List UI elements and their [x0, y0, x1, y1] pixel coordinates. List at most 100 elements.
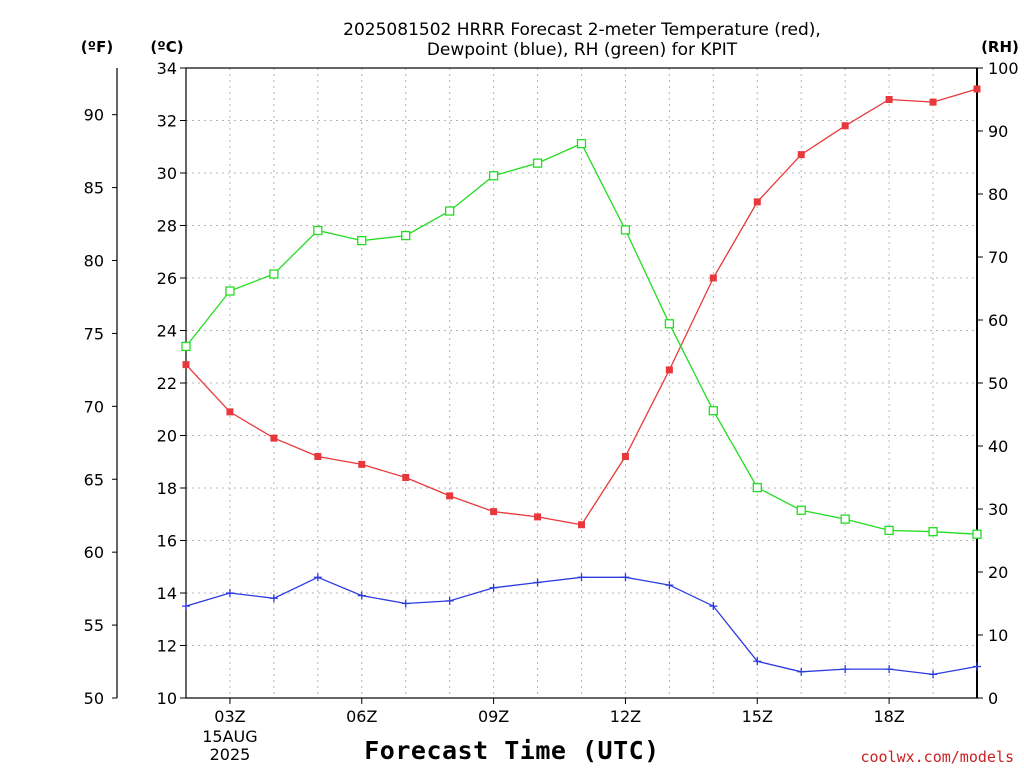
dewpoint-data-point	[577, 573, 586, 582]
celsius-tick-label: 10	[157, 689, 177, 708]
temperature-data-point	[182, 361, 190, 369]
celsius-tick-label: 14	[157, 584, 177, 603]
rh-tick-label: 30	[988, 500, 1008, 519]
fahrenheit-tick-label: 75	[84, 324, 104, 343]
rh-tick-label: 80	[988, 185, 1008, 204]
x-tick-label: 09Z	[478, 707, 509, 726]
x-tick-label: 03Z	[214, 707, 245, 726]
x-tick-label: 15Z	[742, 707, 773, 726]
fahrenheit-tick-label: 90	[84, 106, 104, 125]
temperature-data-point	[709, 274, 717, 282]
rh-tick-label: 50	[988, 374, 1008, 393]
rh-data-point	[269, 269, 279, 279]
rh-data-point	[972, 529, 982, 539]
fahrenheit-tick-label: 70	[84, 397, 104, 416]
celsius-tick-label: 28	[157, 217, 177, 236]
celsius-tick-label: 34	[157, 59, 177, 78]
celsius-tick-label: 30	[157, 164, 177, 183]
dewpoint-data-point	[225, 589, 234, 597]
rh-tick-label: 70	[988, 248, 1008, 267]
rh-data-point	[620, 225, 631, 235]
rh-tick-label: 100	[988, 59, 1019, 78]
rh-data-point	[840, 514, 850, 524]
dewpoint-data-point	[797, 667, 806, 676]
dewpoint-data-point	[489, 583, 498, 592]
credit-text: coolwx.com/models	[860, 748, 1014, 766]
x-tick-label: 12Z	[610, 707, 641, 726]
temperature-data-point	[929, 98, 937, 106]
rh-tick-label: 20	[988, 563, 1008, 582]
x-tick-year-label: 2025	[210, 745, 251, 764]
rh-data-point	[576, 138, 587, 149]
temperature-data-point	[446, 492, 454, 500]
celsius-tick-label: 26	[157, 269, 177, 288]
temperature-data-point	[270, 434, 278, 442]
dewpoint-data-point	[709, 602, 718, 611]
data-series	[181, 85, 982, 679]
celsius-unit-label: (ºC)	[150, 38, 183, 56]
x-axis-label: Forecast Time (UTC)	[364, 736, 659, 765]
grid-lines	[185, 67, 978, 699]
dewpoint-data-point	[753, 657, 762, 666]
rh-tick-label: 0	[988, 689, 998, 708]
fahrenheit-tick-label: 80	[84, 252, 104, 271]
temperature-data-point	[841, 122, 849, 130]
celsius-tick-label: 24	[157, 322, 177, 341]
temperature-data-point	[973, 85, 981, 93]
rh-data-point	[225, 286, 235, 296]
temperature-data-point	[578, 521, 585, 529]
chart-title-line2: Dewpoint (blue), RH (green) for KPIT	[427, 40, 738, 60]
rh-tick-label: 90	[988, 122, 1008, 141]
rh-data-point	[664, 319, 675, 329]
dewpoint-data-point	[533, 578, 542, 587]
celsius-tick-label: 32	[157, 112, 177, 131]
dewpoint-data-point	[445, 596, 454, 605]
celsius-tick-label: 22	[157, 374, 177, 393]
temperature-data-point	[753, 198, 761, 206]
temperature-data-point	[621, 453, 629, 460]
temperature-data-point	[797, 151, 805, 159]
dewpoint-data-point	[401, 599, 410, 608]
fahrenheit-tick-label: 50	[84, 689, 104, 708]
rh-data-point	[752, 482, 762, 493]
dewpoint-data-point	[182, 602, 190, 611]
temperature-data-point	[402, 474, 410, 481]
rh-tick-label: 10	[988, 626, 1008, 645]
x-tick-date-label: 15AUG	[202, 727, 257, 746]
celsius-tick-label: 12	[157, 637, 177, 656]
dewpoint-data-point	[313, 573, 322, 582]
rh-data-point	[796, 505, 806, 515]
temperature-data-point	[665, 366, 673, 374]
dewpoint-data-point	[973, 662, 981, 671]
dewpoint-data-point	[357, 591, 366, 600]
temperature-data-point	[885, 96, 893, 103]
dewpoint-data-point	[841, 665, 850, 674]
dewpoint-data-point	[621, 573, 630, 582]
dewpoint-data-point	[885, 665, 894, 674]
temperature-data-point	[534, 513, 542, 521]
rh-tick-label: 40	[988, 437, 1008, 456]
rh-data-point	[884, 525, 894, 536]
axes: 10 12 14 16 18 20 22 24 26 28 30 32 34 50 55 60 65 70 75 80…	[84, 59, 1019, 764]
rh-tick-label: 60	[988, 311, 1008, 330]
celsius-tick-label: 18	[157, 479, 177, 498]
dewpoint-data-point	[269, 594, 278, 603]
celsius-tick-label: 20	[157, 427, 177, 446]
temperature-data-point	[490, 508, 498, 516]
fahrenheit-tick-label: 55	[84, 616, 104, 635]
dewpoint-data-point	[665, 581, 674, 590]
temperature-data-point	[358, 460, 366, 468]
chart-title-line1: 2025081502 HRRR Forecast 2-meter Tempera…	[343, 20, 821, 40]
fahrenheit-tick-label: 65	[84, 470, 104, 489]
rh-data-point	[357, 235, 367, 246]
rh-data-point	[401, 230, 411, 241]
rh-data-point	[532, 158, 543, 168]
rh-unit-label: (RH)	[981, 38, 1019, 56]
temperature-data-point	[314, 453, 322, 460]
x-tick-label: 06Z	[346, 707, 377, 726]
dewpoint-data-point	[929, 670, 938, 679]
rh-data-point	[488, 171, 499, 181]
rh-data-point	[313, 225, 323, 236]
rh-data-point	[708, 406, 718, 416]
